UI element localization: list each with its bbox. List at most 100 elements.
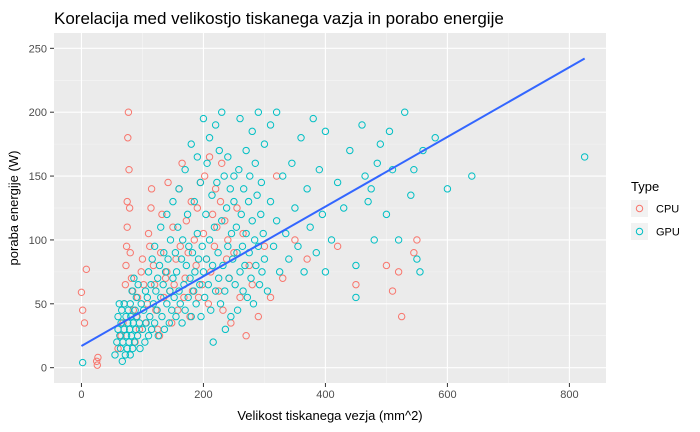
point-gpu xyxy=(216,300,225,308)
point-gpu xyxy=(242,229,250,238)
point-gpu xyxy=(160,325,169,334)
point-cpu xyxy=(200,172,209,180)
point-gpu xyxy=(321,127,330,136)
point-cpu xyxy=(124,108,133,116)
point-gpu xyxy=(318,210,327,219)
point-gpu xyxy=(272,108,281,116)
point-gpu xyxy=(309,114,317,123)
point-gpu xyxy=(168,306,176,314)
point-gpu xyxy=(194,255,203,263)
point-gpu xyxy=(275,268,284,276)
point-gpu xyxy=(266,197,275,206)
x-tick-label: 0 xyxy=(78,389,84,401)
trend-line xyxy=(80,57,586,347)
point-cpu xyxy=(218,159,226,167)
point-gpu xyxy=(251,159,259,167)
point-gpu xyxy=(161,268,170,276)
point-gpu xyxy=(238,242,247,251)
point-gpu xyxy=(172,268,181,276)
point-gpu xyxy=(199,114,208,123)
point-gpu xyxy=(207,306,215,314)
point-gpu xyxy=(163,210,171,219)
point-cpu xyxy=(122,242,131,251)
point-cpu xyxy=(193,204,202,212)
point-gpu xyxy=(269,242,278,251)
point-gpu xyxy=(208,191,216,199)
point-cpu xyxy=(413,236,421,244)
point-cpu xyxy=(147,204,155,212)
point-cpu xyxy=(144,229,153,238)
legend: Type CPU GPU xyxy=(631,179,680,240)
point-gpu xyxy=(346,146,354,155)
point-gpu xyxy=(247,274,255,282)
point-gpu xyxy=(218,217,226,225)
point-gpu xyxy=(352,293,360,302)
point-gpu xyxy=(244,197,253,206)
point-gpu xyxy=(136,344,144,353)
point-gpu xyxy=(401,108,409,116)
point-gpu xyxy=(272,217,281,225)
point-gpu xyxy=(370,236,378,244)
legend-key-bg xyxy=(631,200,648,217)
point-gpu xyxy=(114,312,122,321)
point-gpu xyxy=(352,261,360,270)
point-gpu xyxy=(214,249,222,257)
point-cpu xyxy=(236,293,244,302)
point-gpu xyxy=(253,191,261,199)
point-gpu xyxy=(191,268,199,276)
y-tick-label: 250 xyxy=(29,43,47,55)
point-gpu xyxy=(224,153,232,161)
point-cpu xyxy=(303,255,311,263)
point-gpu xyxy=(239,185,248,193)
point-gpu xyxy=(152,287,160,295)
point-gpu xyxy=(321,268,330,276)
x-tick-labels: 0 200 400 600 800 xyxy=(78,389,578,401)
point-gpu xyxy=(169,274,177,282)
point-cpu xyxy=(126,249,134,257)
point-gpu xyxy=(187,312,195,321)
point-gpu xyxy=(172,312,180,321)
point-gpu xyxy=(315,165,324,174)
point-gpu xyxy=(141,338,149,346)
point-gpu xyxy=(186,274,194,282)
point-gpu xyxy=(288,159,296,167)
point-gpu xyxy=(176,300,184,308)
point-gpu xyxy=(169,197,177,206)
y-tick-labels: 0 50 100 150 200 250 xyxy=(29,43,47,374)
point-gpu xyxy=(199,268,208,276)
point-gpu xyxy=(137,300,145,308)
point-cpu xyxy=(279,274,287,282)
point-gpu xyxy=(204,280,213,289)
point-gpu xyxy=(154,332,163,340)
point-cpu xyxy=(80,319,89,327)
point-gpu xyxy=(279,172,287,180)
point-gpu xyxy=(111,351,119,359)
point-cpu xyxy=(168,319,176,327)
point-gpu xyxy=(208,261,217,270)
point-gpu xyxy=(258,268,266,276)
minor-gridlines xyxy=(54,33,606,383)
point-gpu xyxy=(177,255,186,263)
point-gpu xyxy=(182,261,191,270)
point-gpu xyxy=(413,255,421,263)
point-gpu xyxy=(260,140,269,148)
point-cpu xyxy=(254,312,263,321)
point-gpu xyxy=(233,306,242,314)
point-cpu xyxy=(266,293,275,302)
point-gpu xyxy=(115,300,123,308)
point-gpu xyxy=(126,300,134,308)
point-gpu xyxy=(242,146,250,155)
legend-key-cpu xyxy=(635,204,644,213)
x-axis-title: Velikost tiskanega vezja (mm^2) xyxy=(237,408,422,423)
point-cpu xyxy=(123,197,131,206)
point-gpu xyxy=(394,236,403,244)
point-gpu xyxy=(130,338,139,346)
point-gpu xyxy=(147,280,155,289)
point-gpu xyxy=(224,242,232,251)
point-gpu xyxy=(266,121,275,129)
point-cpu xyxy=(147,185,156,193)
point-gpu xyxy=(211,121,220,129)
legend-key-bg xyxy=(631,223,648,240)
point-cpu xyxy=(388,287,397,295)
point-gpu xyxy=(183,210,192,219)
